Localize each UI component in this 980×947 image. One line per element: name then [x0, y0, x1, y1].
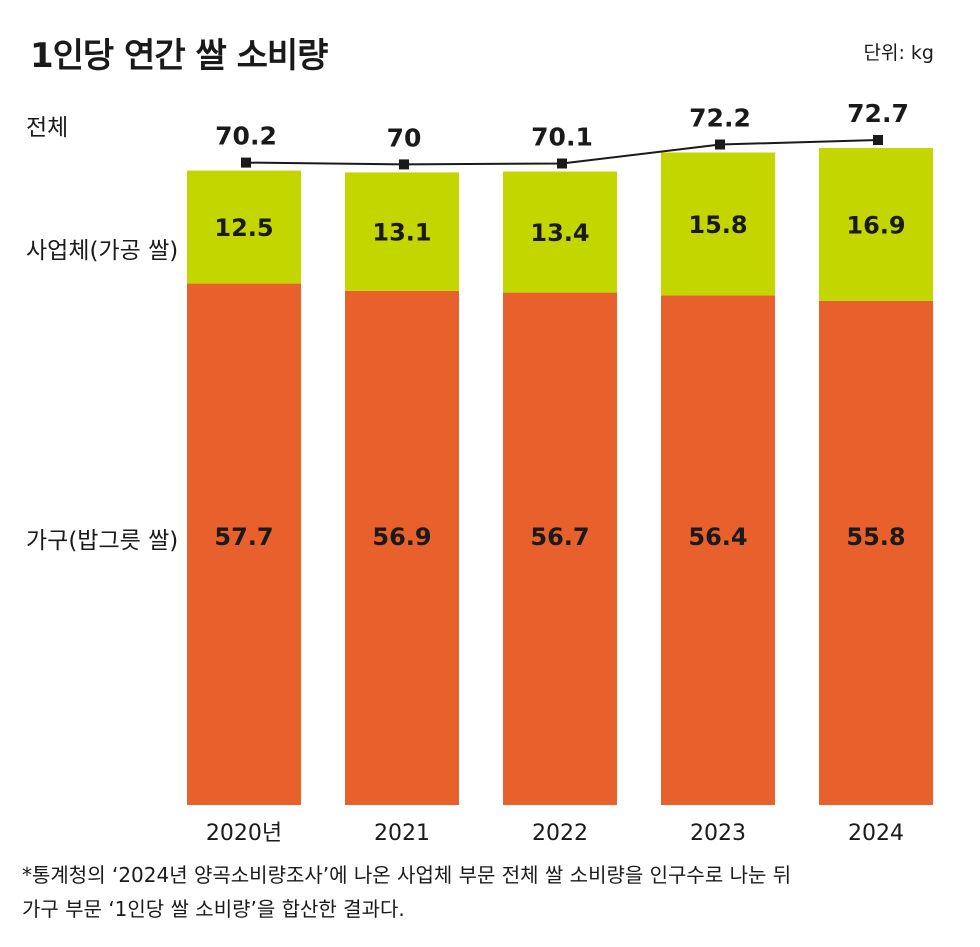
x-tick-label-3: 2023 [690, 821, 746, 846]
chart-title: 1인당 연간 쌀 소비량 [30, 36, 328, 76]
bar-household-3 [661, 295, 775, 805]
stacked-bar-chart: 12.5 57.7 2020년 70.2 13.1 56.9 2021 70 13.4 56.7 2… [187, 99, 933, 846]
row-label-household: 가구(밥그릇 쌀) [26, 528, 179, 554]
x-tick-label-2: 2022 [532, 821, 588, 846]
label-household-2: 56.7 [530, 523, 589, 551]
label-household-4: 55.8 [846, 523, 905, 551]
unit-label: 단위: kg [863, 42, 934, 64]
bar-household-1 [345, 290, 459, 805]
label-household-3: 56.4 [688, 523, 747, 551]
label-household-1: 56.9 [372, 523, 431, 551]
total-marker-1 [399, 159, 409, 170]
label-business-0: 12.5 [214, 214, 273, 242]
label-total-3: 72.2 [689, 104, 751, 133]
label-total-0: 70.2 [215, 122, 277, 151]
label-business-3: 15.8 [688, 211, 747, 239]
total-marker-0 [241, 157, 251, 168]
label-total-4: 72.7 [847, 99, 909, 128]
label-household-0: 57.7 [214, 523, 273, 551]
label-business-2: 13.4 [530, 219, 589, 247]
bar-business-1 [345, 172, 459, 291]
row-label-total: 전체 [26, 115, 69, 141]
footnote: *통계청의 ‘2024년 양곡소비량조사’에 나온 사업체 부문 전체 쌀 소비… [22, 858, 962, 926]
bar-business-2 [503, 171, 617, 293]
bar-household-0 [187, 283, 301, 805]
x-tick-label-0: 2020년 [206, 821, 282, 846]
x-tick-label-4: 2024 [848, 821, 904, 846]
bar-household-4 [819, 300, 933, 805]
label-total-1: 70 [387, 123, 422, 152]
label-business-1: 13.1 [372, 219, 431, 247]
footnote-line-2: 가구 부문 ‘1인당 쌀 소비량’을 합산한 결과다. [22, 897, 405, 921]
bar-business-3 [661, 152, 775, 296]
total-marker-2 [557, 158, 567, 169]
label-business-4: 16.9 [846, 211, 905, 239]
footnote-line-1: *통계청의 ‘2024년 양곡소비량조사’에 나온 사업체 부문 전체 쌀 소비… [22, 863, 792, 887]
total-marker-3 [715, 139, 725, 150]
total-marker-4 [873, 135, 883, 145]
label-total-2: 70.1 [531, 122, 593, 151]
bar-business-4 [819, 148, 933, 301]
bar-household-2 [503, 292, 617, 805]
x-tick-label-1: 2021 [374, 821, 430, 846]
bar-business-0 [187, 170, 301, 284]
row-label-business: 사업체(가공 쌀) [26, 238, 179, 264]
